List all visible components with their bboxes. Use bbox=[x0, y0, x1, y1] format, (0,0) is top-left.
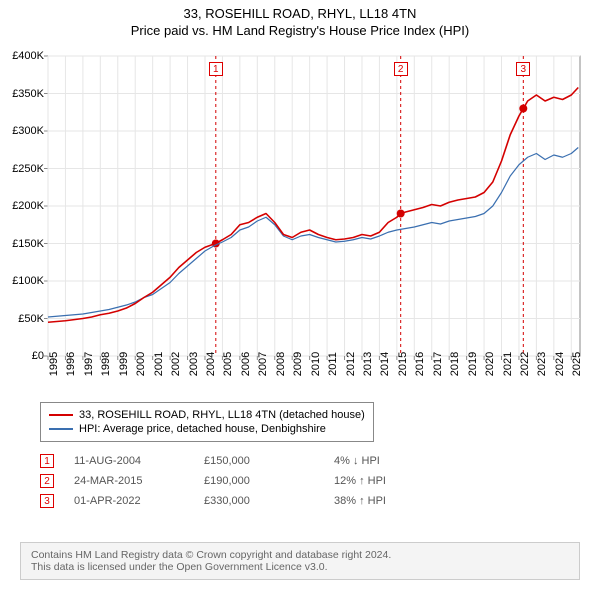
x-tick-label: 2018 bbox=[449, 352, 461, 376]
x-tick-label: 2011 bbox=[327, 352, 339, 376]
legend-swatch bbox=[49, 428, 73, 430]
event-date: 24-MAR-2015 bbox=[74, 475, 204, 487]
x-tick-label: 2025 bbox=[571, 352, 583, 376]
x-tick-label: 1999 bbox=[118, 352, 130, 376]
event-row: 1 11-AUG-2004£150,0004% ↓ HPI bbox=[40, 454, 434, 468]
x-tick-label: 1998 bbox=[100, 352, 112, 376]
event-price: £330,000 bbox=[204, 495, 334, 507]
x-tick-label: 2022 bbox=[519, 352, 531, 376]
event-row-marker: 3 bbox=[40, 494, 54, 508]
x-tick-label: 2007 bbox=[257, 352, 269, 376]
x-tick-label: 2016 bbox=[414, 352, 426, 376]
attribution-line2: This data is licensed under the Open Gov… bbox=[31, 561, 569, 573]
x-tick-label: 2000 bbox=[135, 352, 147, 376]
legend-item: HPI: Average price, detached house, Denb… bbox=[49, 423, 365, 435]
x-tick-label: 1996 bbox=[65, 352, 77, 376]
event-delta: 38% ↑ HPI bbox=[334, 495, 434, 507]
legend-item: 33, ROSEHILL ROAD, RHYL, LL18 4TN (detac… bbox=[49, 409, 365, 421]
event-row: 3 01-APR-2022£330,00038% ↑ HPI bbox=[40, 494, 434, 508]
attribution-box: Contains HM Land Registry data © Crown c… bbox=[20, 542, 580, 580]
x-tick-label: 2021 bbox=[502, 352, 514, 376]
event-date: 11-AUG-2004 bbox=[74, 455, 204, 467]
event-price: £150,000 bbox=[204, 455, 334, 467]
legend: 33, ROSEHILL ROAD, RHYL, LL18 4TN (detac… bbox=[40, 402, 374, 442]
x-tick-label: 2001 bbox=[153, 352, 165, 376]
x-tick-label: 2017 bbox=[432, 352, 444, 376]
x-tick-label: 2013 bbox=[362, 352, 374, 376]
event-row: 2 24-MAR-2015£190,00012% ↑ HPI bbox=[40, 474, 434, 488]
legend-label: HPI: Average price, detached house, Denb… bbox=[79, 423, 326, 435]
x-tick-label: 1997 bbox=[83, 352, 95, 376]
x-tick-label: 2019 bbox=[467, 352, 479, 376]
event-price: £190,000 bbox=[204, 475, 334, 487]
x-tick-label: 2020 bbox=[484, 352, 496, 376]
events-table: 1 11-AUG-2004£150,0004% ↓ HPI 2 24-MAR-2015… bbox=[40, 448, 434, 514]
x-tick-label: 2012 bbox=[345, 352, 357, 376]
legend-swatch bbox=[49, 414, 73, 416]
event-date: 01-APR-2022 bbox=[74, 495, 204, 507]
legend-label: 33, ROSEHILL ROAD, RHYL, LL18 4TN (detac… bbox=[79, 409, 365, 421]
x-tick-label: 2008 bbox=[275, 352, 287, 376]
x-axis-labels: 1995 1996 1997 1998 1999 2000 2001 2002 2003 2004… bbox=[0, 6, 600, 401]
x-tick-label: 2002 bbox=[170, 352, 182, 376]
x-tick-label: 2014 bbox=[379, 352, 391, 376]
x-tick-label: 2015 bbox=[397, 352, 409, 376]
x-tick-label: 2010 bbox=[310, 352, 322, 376]
event-row-marker: 1 bbox=[40, 454, 54, 468]
event-row-marker: 2 bbox=[40, 474, 54, 488]
x-tick-label: 2006 bbox=[240, 352, 252, 376]
x-tick-label: 2024 bbox=[554, 352, 566, 376]
x-tick-label: 2004 bbox=[205, 352, 217, 376]
event-delta: 4% ↓ HPI bbox=[334, 455, 434, 467]
x-tick-label: 1995 bbox=[48, 352, 60, 376]
x-tick-label: 2023 bbox=[536, 352, 548, 376]
x-tick-label: 2005 bbox=[222, 352, 234, 376]
x-tick-label: 2003 bbox=[188, 352, 200, 376]
event-delta: 12% ↑ HPI bbox=[334, 475, 434, 487]
x-tick-label: 2009 bbox=[292, 352, 304, 376]
attribution-line1: Contains HM Land Registry data © Crown c… bbox=[31, 549, 569, 561]
